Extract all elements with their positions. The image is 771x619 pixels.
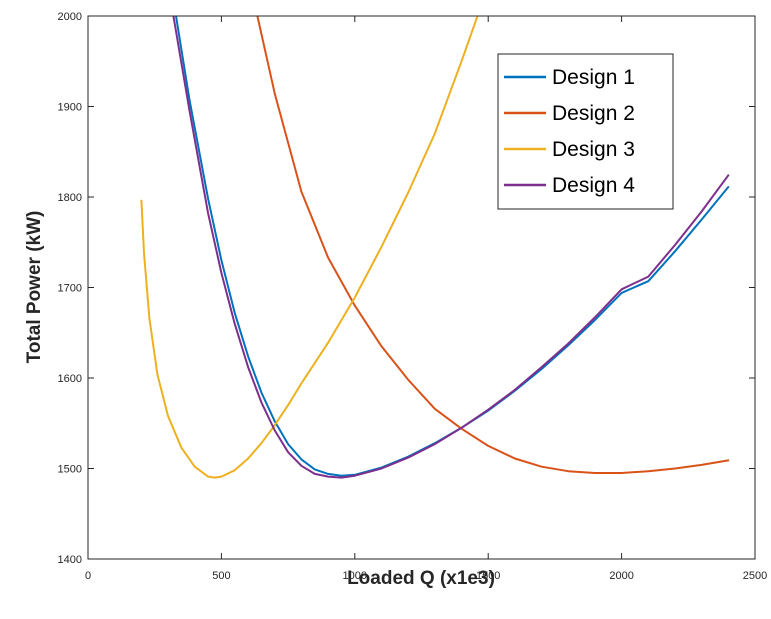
y-tick-label: 1800	[58, 192, 82, 204]
legend-label-3: Design 3	[552, 138, 635, 161]
y-tick-label: 1900	[58, 102, 82, 114]
legend: Design 1 Design 2 Design 3 Design 4	[497, 53, 674, 210]
series-layer	[140, 16, 730, 479]
legend-label-4: Design 4	[552, 174, 635, 197]
legend-label-1: Design 1	[552, 66, 635, 89]
tick-layer: 0 500 1000 1500 2000 2500 1400 1500 1600 1700 1800…	[58, 11, 768, 582]
y-tick-label: 1700	[58, 283, 82, 295]
series-line-4	[172, 16, 730, 479]
x-axis-label: Loaded Q (x1e3)	[347, 568, 495, 589]
y-tick-label: 1500	[58, 464, 82, 476]
y-axis-label: Total Power (kW)	[24, 211, 45, 364]
legend-label-2: Design 2	[552, 102, 635, 125]
y-tick-label: 2000	[58, 11, 82, 23]
y-tick-label: 1600	[58, 373, 82, 385]
x-tick-label: 2000	[609, 570, 633, 582]
x-tick-label: 0	[85, 570, 91, 582]
x-tick-label: 2500	[743, 570, 767, 582]
legend-box	[497, 53, 674, 210]
series-line-2	[256, 16, 730, 474]
x-tick-label: 1000	[343, 570, 367, 582]
y-tick-label: 1400	[58, 554, 82, 566]
series-line-3	[140, 16, 479, 479]
x-tick-label: 1500	[476, 570, 500, 582]
x-tick-label: 500	[212, 570, 230, 582]
